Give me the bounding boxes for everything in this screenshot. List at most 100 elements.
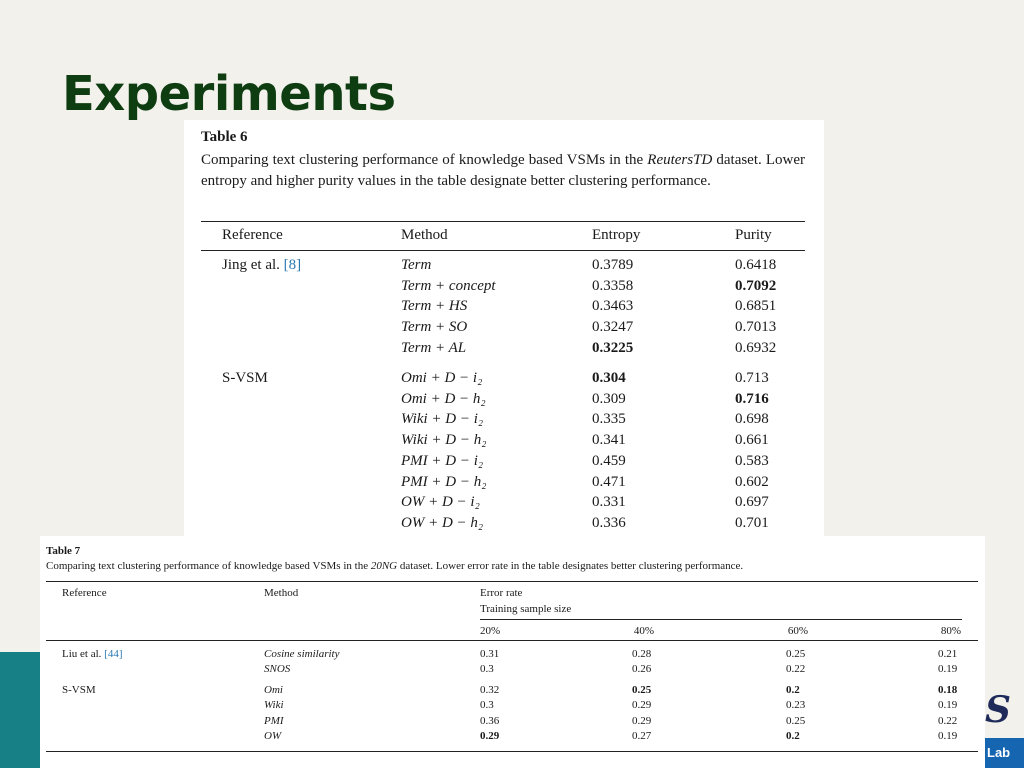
t6-purity: 0.6851: [735, 298, 777, 315]
table6-panel: Table 6 Comparing text clustering perfor…: [184, 120, 824, 540]
t7-error-value: 0.21: [938, 648, 958, 660]
table6-caption-dataset: ReutersTD: [647, 152, 713, 168]
t7-method: Omi: [264, 684, 283, 696]
t6-purity: 0.661: [735, 432, 769, 449]
t6-method: Omi + D − h₂: [401, 390, 486, 407]
t6-entropy: 0.3225: [592, 339, 634, 356]
table7-header-training-size: Training sample size: [480, 603, 572, 615]
t7-error-value: 0.32: [480, 684, 500, 696]
table7-caption-dataset: 20NG: [370, 560, 398, 572]
t6-method: Term: [401, 257, 432, 273]
t7-error-value: 0.18: [938, 684, 958, 696]
table7-caption: Comparing text clustering performance of…: [46, 560, 743, 572]
table7-subheader-rule: [480, 619, 962, 620]
table6-label: Table 6: [201, 129, 248, 145]
t6-method: PMI + D − i₂: [401, 452, 484, 469]
table6-top-rule: [201, 221, 805, 222]
t7-reference-citation-link[interactable]: [44]: [104, 648, 123, 660]
t7-size-header: 80%: [940, 625, 961, 637]
t6-entropy: 0.471: [592, 473, 626, 490]
t7-error-value: 0.2: [786, 684, 800, 696]
t7-error-value: 0.19: [938, 699, 958, 712]
t7-error-value: 0.25: [632, 684, 652, 696]
t6-entropy: 0.3358: [592, 277, 634, 294]
t7-error-value: 0.28: [632, 648, 652, 660]
t6-reference-text: Jing et al.: [222, 257, 284, 273]
table6-header-purity: Purity: [735, 227, 772, 243]
table7-header-error-rate: Error rate: [480, 587, 523, 599]
t6-purity: 0.698: [735, 411, 769, 428]
t7-error-value: 0.19: [938, 729, 958, 742]
t7-method: Cosine similarity: [264, 648, 340, 660]
t7-error-value: 0.26: [632, 663, 652, 676]
t7-size-header: 20%: [480, 625, 501, 637]
t6-purity: 0.6418: [735, 257, 777, 273]
t6-method: Term + AL: [401, 339, 467, 356]
t6-method: Term + HS: [401, 298, 468, 315]
footer-teal-band: [0, 652, 40, 768]
t7-method: OW: [264, 729, 282, 742]
t6-method: OW + D − i₂: [401, 494, 480, 511]
table7-bottom-rule: [46, 751, 978, 752]
t7-error-value: 0.31: [480, 648, 500, 660]
t6-purity: 0.583: [735, 452, 769, 469]
t6-entropy: 0.335: [592, 411, 626, 428]
table7-label: Table 7: [46, 545, 81, 557]
t6-reference: Jing et al. [8]: [222, 257, 301, 274]
table7-panel: Table 7 Comparing text clustering perfor…: [40, 536, 985, 768]
table7-top-rule: [46, 581, 978, 582]
t6-reference-citation-link[interactable]: [8]: [283, 257, 302, 273]
t7-error-value: 0.36: [480, 714, 500, 727]
t6-purity: 0.7013: [735, 319, 777, 336]
t7-error-value: 0.25: [786, 714, 806, 727]
table6-header-rule: [201, 250, 805, 251]
t7-method: Wiki: [264, 699, 284, 712]
t6-method: Term + concept: [401, 277, 496, 294]
t7-error-value: 0.22: [938, 714, 958, 727]
t6-method: PMI + D − h₂: [401, 473, 487, 490]
t7-size-header: 60%: [787, 625, 808, 637]
t7-error-value: 0.29: [632, 714, 652, 727]
t7-error-value: 0.3: [480, 663, 494, 676]
t6-purity: 0.701: [735, 514, 769, 531]
t6-reference-text: S-VSM: [222, 370, 268, 386]
table6-caption: Comparing text clustering performance of…: [201, 150, 805, 192]
t6-entropy: 0.309: [592, 390, 626, 407]
t6-reference: S-VSM: [222, 370, 268, 387]
t7-error-value: 0.2: [786, 729, 800, 742]
t6-purity: 0.713: [735, 370, 769, 386]
t6-purity: 0.716: [735, 390, 769, 407]
table6-header-entropy: Entropy: [592, 227, 641, 243]
t7-error-value: 0.22: [786, 663, 806, 676]
t6-entropy: 0.3789: [592, 257, 634, 273]
table7-header-method: Method: [264, 587, 299, 599]
t7-size-header: 40%: [633, 625, 654, 637]
t7-reference: Liu et al. [44]: [62, 648, 122, 660]
t6-entropy: 0.3463: [592, 298, 634, 315]
t7-error-value: 0.29: [632, 699, 652, 712]
table6-caption-post: dataset. Lower entropy and higher purity…: [201, 152, 805, 189]
t6-entropy: 0.459: [592, 452, 626, 469]
t7-error-value: 0.29: [480, 729, 500, 742]
t6-method: Wiki + D − i₂: [401, 411, 484, 428]
t7-error-value: 0.25: [786, 648, 806, 660]
t6-purity: 0.697: [735, 494, 769, 511]
t6-entropy: 0.304: [592, 370, 626, 386]
t6-purity: 0.602: [735, 473, 769, 490]
t7-error-value: 0.19: [938, 663, 958, 676]
t7-error-value: 0.3: [480, 699, 494, 712]
logo-fragment: S: [985, 689, 1011, 731]
t6-entropy: 0.336: [592, 514, 626, 531]
slide-title: Experiments: [62, 66, 396, 122]
t6-entropy: 0.331: [592, 494, 626, 511]
table6-header-method: Method: [401, 227, 448, 243]
t7-reference-text: S-VSM: [62, 684, 96, 696]
lab-label: Lab: [985, 738, 1024, 768]
table7-caption-post: dataset. Lower error rate in the table d…: [397, 560, 744, 572]
t6-method: Wiki + D − h₂: [401, 432, 487, 449]
table7-header-reference: Reference: [62, 587, 107, 599]
t6-method: Omi + D − i₂: [401, 370, 483, 386]
table6-header-reference: Reference: [222, 227, 283, 243]
t7-method: PMI: [264, 714, 284, 727]
table7-caption-pre: Comparing text clustering performance of…: [46, 560, 371, 572]
